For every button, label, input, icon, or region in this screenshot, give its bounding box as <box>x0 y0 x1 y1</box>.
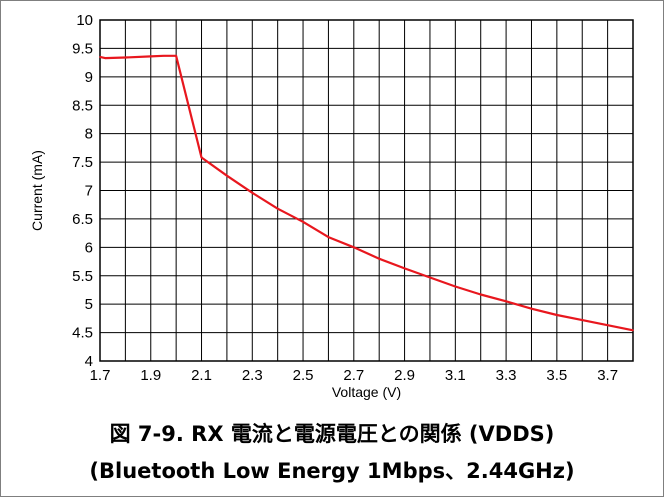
data-point <box>99 56 101 58</box>
data-point <box>353 246 355 249</box>
x-tick-label: 1.7 <box>90 367 111 384</box>
data-point <box>378 257 380 260</box>
y-tick-label: 6.5 <box>72 211 93 228</box>
y-tick-label: 4 <box>85 353 93 370</box>
figure-caption-subtitle: (Bluetooth Low Energy 1Mbps、2.44GHz) <box>89 459 575 483</box>
x-tick-label: 2.7 <box>343 367 364 384</box>
data-point <box>149 55 152 58</box>
plot-border <box>99 19 634 362</box>
data-point <box>454 285 457 288</box>
data-point <box>530 307 533 310</box>
y-tick-label: 5.5 <box>72 268 93 285</box>
y-tick-label: 7 <box>85 183 93 200</box>
data-point <box>200 156 203 159</box>
series-layer <box>99 54 634 332</box>
data-point <box>505 300 507 303</box>
figure-caption-title: 図 7-9. RX 電流と電源電圧との関係 (VDDS) <box>109 422 555 446</box>
x-tick-label: 2.3 <box>242 367 263 384</box>
y-axis-title: Current (mA) <box>29 150 45 231</box>
data-point <box>251 191 254 194</box>
data-point <box>302 220 304 223</box>
y-tick-label: 8.5 <box>72 97 93 114</box>
y-tick-label: 6 <box>85 239 93 256</box>
y-tick-label: 4.5 <box>72 325 93 342</box>
x-axis-title: Voltage (V) <box>332 384 401 400</box>
data-point <box>124 56 127 59</box>
chart: 1.7 1.9 2.1 2.3 2.5 2.7 2.9 3.1 3.3 3.5 3.7 4 4.5 5 5… <box>29 12 634 400</box>
data-point <box>104 57 106 59</box>
data-point <box>429 276 431 279</box>
data-point <box>175 55 177 57</box>
data-point <box>479 293 482 296</box>
y-tick-label: 9 <box>85 69 93 86</box>
data-point <box>276 207 279 210</box>
data-point <box>556 314 558 316</box>
data-point <box>403 267 406 270</box>
y-tick-label: 9.5 <box>72 40 93 57</box>
series-line-1 <box>99 54 634 332</box>
data-point <box>327 236 330 238</box>
x-tick-label: 3.5 <box>546 367 567 384</box>
data-point <box>606 324 609 326</box>
y-tick-label: 8 <box>85 126 93 143</box>
data-point <box>581 319 584 321</box>
x-tick-label: 2.1 <box>191 367 212 384</box>
y-tick-label: 10 <box>76 12 93 29</box>
x-tick-label: 3.3 <box>496 367 517 384</box>
y-tick-label: 5 <box>85 296 93 313</box>
grid <box>100 20 633 361</box>
x-tick-label: 2.5 <box>293 367 314 384</box>
x-tick-label: 2.9 <box>394 367 415 384</box>
x-tick-label: 1.9 <box>140 367 161 384</box>
y-tick-labels: 4 4.5 5 5.5 6 6.5 7 7.5 8 8.5 9 9.5 10 <box>72 12 93 370</box>
x-tick-labels: 1.7 1.9 2.1 2.3 2.5 2.7 2.9 3.1 3.3 3.5 3.7 <box>90 367 618 384</box>
data-point <box>162 55 165 57</box>
x-tick-label: 3.7 <box>597 367 618 384</box>
data-point <box>226 174 228 177</box>
x-tick-label: 3.1 <box>445 367 466 384</box>
y-tick-label: 7.5 <box>72 154 93 171</box>
data-point <box>632 329 634 332</box>
